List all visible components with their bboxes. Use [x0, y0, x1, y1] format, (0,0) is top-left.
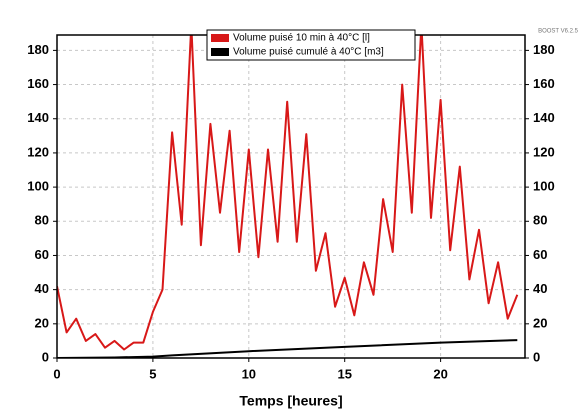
y-tick-label: 160 [27, 76, 49, 91]
y-tick-label: 40 [35, 281, 49, 296]
x-tick-label: 20 [433, 366, 447, 381]
x-tick-label: 10 [242, 366, 256, 381]
y-tick-label: 120 [27, 144, 49, 159]
version: BOOST V6.2.5 [538, 29, 579, 35]
legend-swatch [211, 48, 229, 56]
series-line [57, 35, 519, 351]
y2-tick-label: 160 [533, 76, 555, 91]
legend-label: Volume puisé 10 min à 40°C [l] [233, 33, 370, 44]
y2-tick-label: 80 [533, 213, 547, 228]
y2-tick-label: 60 [533, 247, 547, 262]
x-axis-label: Temps [heures] [239, 393, 342, 409]
y-tick-label: 80 [35, 213, 49, 228]
y2-tick-label: 20 [533, 315, 547, 330]
y2-tick-label: 180 [533, 42, 555, 57]
y-tick-label: 60 [35, 247, 49, 262]
x-tick-label: 5 [149, 366, 156, 381]
plot-area [57, 35, 525, 358]
y2-tick-label: 120 [533, 144, 555, 159]
y-tick-label: 0 [42, 349, 49, 364]
x-tick-label: 0 [53, 366, 60, 381]
y-tick-label: 140 [27, 110, 49, 125]
x-tick-label: 15 [337, 366, 351, 381]
legend-box [206, 29, 416, 61]
legend-swatch [211, 34, 229, 42]
legend-label: Volume puisé cumulé à 40°C [m3] [233, 47, 384, 58]
y2-tick-label: 140 [533, 110, 555, 125]
y-tick-label: 180 [27, 42, 49, 57]
y2-tick-label: 100 [533, 179, 555, 194]
y-tick-label: 20 [35, 315, 49, 330]
y2-tick-label: 40 [533, 281, 547, 296]
y-tick-label: 100 [27, 179, 49, 194]
y2-tick-label: 0 [533, 349, 540, 364]
